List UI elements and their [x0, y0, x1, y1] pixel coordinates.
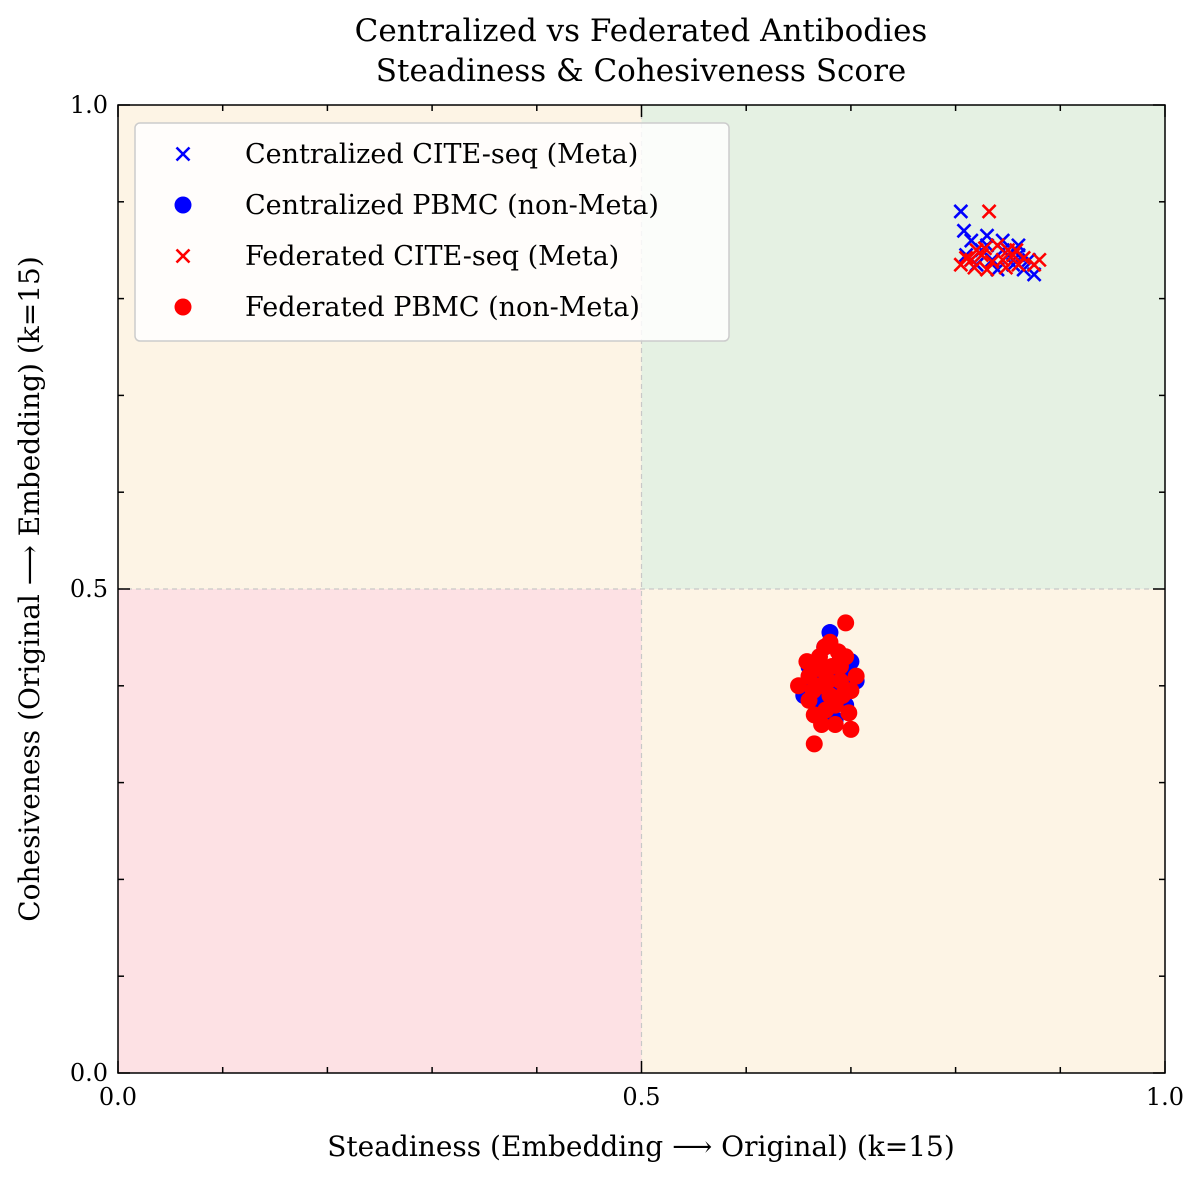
legend-box	[134, 122, 730, 342]
x-axis-label: Steadiness (Embedding ⟶ Original) (k=15)	[327, 1130, 955, 1163]
data-points	[790, 204, 1047, 753]
legend-label: Centralized PBMC (non-Meta)	[245, 190, 659, 221]
data-point	[842, 720, 860, 738]
y-axis-label: Cohesiveness (Original ⟶ Embedding) (k=1…	[13, 256, 46, 922]
data-point	[817, 701, 835, 719]
data-point	[805, 735, 823, 753]
legend-entry: Federated CITE-seq (Meta)	[175, 241, 619, 272]
data-point	[956, 223, 972, 239]
x-tick-label: 1.0	[1146, 1083, 1184, 1111]
data-point	[829, 643, 847, 661]
legend-label: Federated CITE-seq (Meta)	[245, 241, 619, 272]
series-3	[790, 614, 865, 753]
legend-entry: Federated PBMC (non-Meta)	[174, 292, 640, 323]
data-point	[823, 657, 841, 675]
data-point	[816, 638, 834, 656]
data-point	[967, 260, 982, 276]
legend-marker	[175, 146, 191, 162]
y-tick-label: 1.0	[70, 91, 108, 119]
legend: Centralized CITE-seq (Meta) Centralized P…	[134, 122, 730, 342]
quadrant-bottom-right	[641, 589, 1165, 1073]
data-point	[990, 237, 1005, 253]
data-point	[1008, 242, 1024, 258]
x-tick-label: 0.5	[622, 1083, 660, 1111]
chart-title-line-2: Steadiness & Cohesiveness Score	[376, 53, 907, 89]
y-tick-label: 0.0	[70, 1059, 108, 1087]
data-point	[834, 686, 852, 704]
data-point	[840, 704, 858, 722]
plot-frame	[117, 104, 1166, 1074]
data-point	[837, 614, 855, 632]
data-point	[953, 204, 969, 219]
data-point	[819, 672, 837, 690]
legend-marker	[174, 298, 192, 316]
data-point	[998, 260, 1014, 276]
data-point	[984, 254, 1000, 270]
x-tick-label: 0.0	[99, 1083, 137, 1111]
data-point	[826, 716, 844, 734]
axis-ticks: 0.0 0.5 1.0 0.0 0.5 1.0	[70, 91, 1184, 1111]
data-point	[804, 682, 822, 700]
legend-marker	[174, 196, 192, 214]
data-point	[831, 672, 849, 690]
series-2	[953, 204, 1047, 277]
data-point	[813, 716, 831, 734]
quadrant-bottom-left	[118, 589, 642, 1073]
legend-entry: Centralized CITE-seq (Meta)	[175, 139, 638, 170]
data-point	[977, 240, 993, 256]
legend-label: Federated PBMC (non-Meta)	[245, 292, 640, 323]
legend-label: Centralized CITE-seq (Meta)	[245, 139, 638, 170]
data-point	[847, 667, 865, 685]
data-point	[979, 262, 995, 277]
chart-title-line-1: Centralized vs Federated Antibodies	[355, 13, 928, 49]
legend-marker	[175, 248, 191, 264]
data-point	[1026, 257, 1042, 273]
legend-entry: Centralized PBMC (non-Meta)	[174, 190, 659, 221]
y-tick-label: 0.5	[70, 575, 108, 603]
data-point	[981, 204, 997, 219]
quadrant-backgrounds	[118, 105, 1165, 1073]
data-point	[808, 659, 826, 677]
